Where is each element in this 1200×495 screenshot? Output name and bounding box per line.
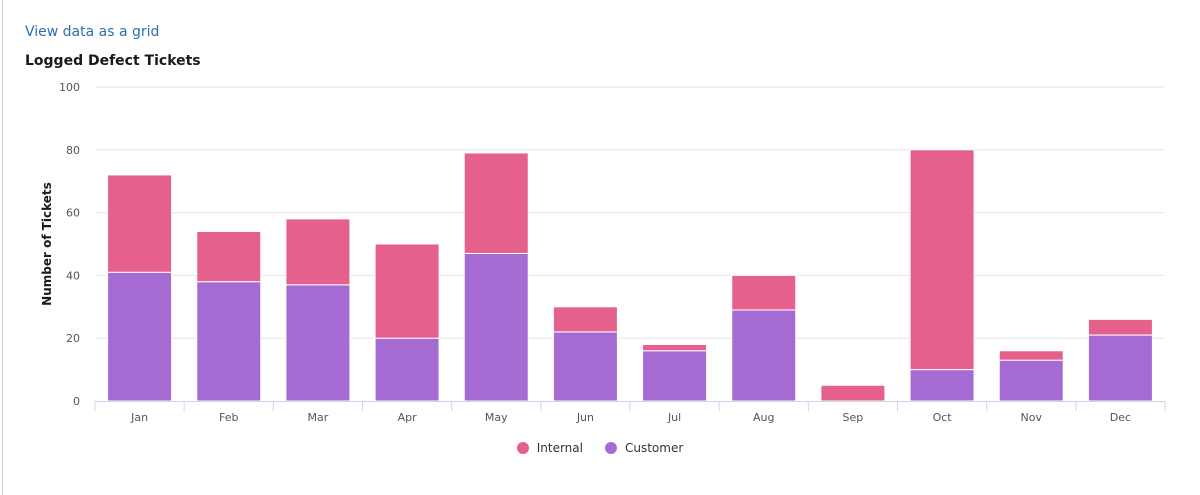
bar-segment-customer[interactable]	[1087, 334, 1153, 402]
bar-segment-internal[interactable]	[909, 149, 975, 371]
bar-segment-internal[interactable]	[731, 274, 797, 311]
chart-title: Logged Defect Tickets	[25, 53, 201, 69]
x-tick-label: Sep	[843, 411, 864, 424]
y-tick-label: 20	[66, 332, 80, 345]
bar-segment-internal[interactable]	[1087, 318, 1153, 336]
y-tick-label: 0	[73, 395, 80, 408]
bar-segment-internal[interactable]	[285, 218, 351, 286]
gridlines	[95, 86, 1165, 339]
legend-item-customer[interactable]: Customer	[604, 441, 684, 455]
bar-segment-customer[interactable]	[642, 350, 708, 402]
x-tick-label: Dec	[1110, 411, 1131, 424]
bar-segment-internal[interactable]	[552, 306, 618, 333]
legend-label: Customer	[624, 441, 684, 455]
bar-segment-internal[interactable]	[998, 350, 1064, 361]
legend: Internal Customer	[0, 441, 1200, 455]
bar-segment-customer[interactable]	[374, 337, 440, 402]
x-tick-label: Jan	[130, 411, 148, 424]
bar-segment-internal[interactable]	[374, 243, 440, 339]
x-tick-label: Aug	[753, 411, 774, 424]
bar-segment-customer[interactable]	[196, 281, 262, 402]
legend-dot-icon	[516, 442, 529, 454]
x-tick-label: Oct	[933, 411, 953, 424]
bar-segment-customer[interactable]	[107, 271, 173, 402]
y-tick-label: 40	[66, 269, 80, 282]
bar-segment-customer[interactable]	[552, 331, 618, 402]
legend-dot-icon	[604, 442, 617, 454]
x-tick-label: Mar	[308, 411, 329, 424]
y-tick-label: 80	[66, 144, 80, 157]
y-axis-ticks: 0 20 40 60 80 100	[59, 81, 80, 408]
y-tick-label: 60	[66, 207, 80, 220]
x-axis: Jan Feb Mar Apr May Jun Jul Aug Sep Oct Nov Dec	[94, 401, 1166, 424]
y-tick-label: 100	[59, 81, 80, 94]
x-tick-label: Feb	[219, 411, 238, 424]
x-tick-label: Apr	[398, 411, 418, 424]
bar-segment-customer[interactable]	[731, 309, 797, 402]
x-tick-label: May	[485, 411, 508, 424]
bar-segment-internal[interactable]	[196, 230, 262, 283]
legend-label: Internal	[536, 441, 583, 455]
x-tick-label: Jul	[667, 411, 681, 424]
bar-segment-internal[interactable]	[107, 174, 173, 273]
bar-segment-internal[interactable]	[820, 384, 886, 402]
view-data-grid-link[interactable]: View data as a grid	[25, 24, 160, 40]
legend-item-internal[interactable]: Internal	[516, 441, 583, 455]
bar-segment-customer[interactable]	[998, 359, 1064, 402]
bar-segment-customer[interactable]	[285, 284, 351, 402]
bar-segment-customer[interactable]	[463, 252, 529, 402]
x-tick-label: Nov	[1021, 411, 1043, 424]
bar-segment-customer[interactable]	[909, 369, 975, 402]
x-tick-label: Jun	[576, 411, 594, 424]
bar-segment-internal[interactable]	[463, 152, 529, 254]
bars	[107, 149, 1153, 402]
bar-segment-internal[interactable]	[642, 343, 708, 352]
y-axis-title: Number of Tickets	[40, 182, 54, 306]
